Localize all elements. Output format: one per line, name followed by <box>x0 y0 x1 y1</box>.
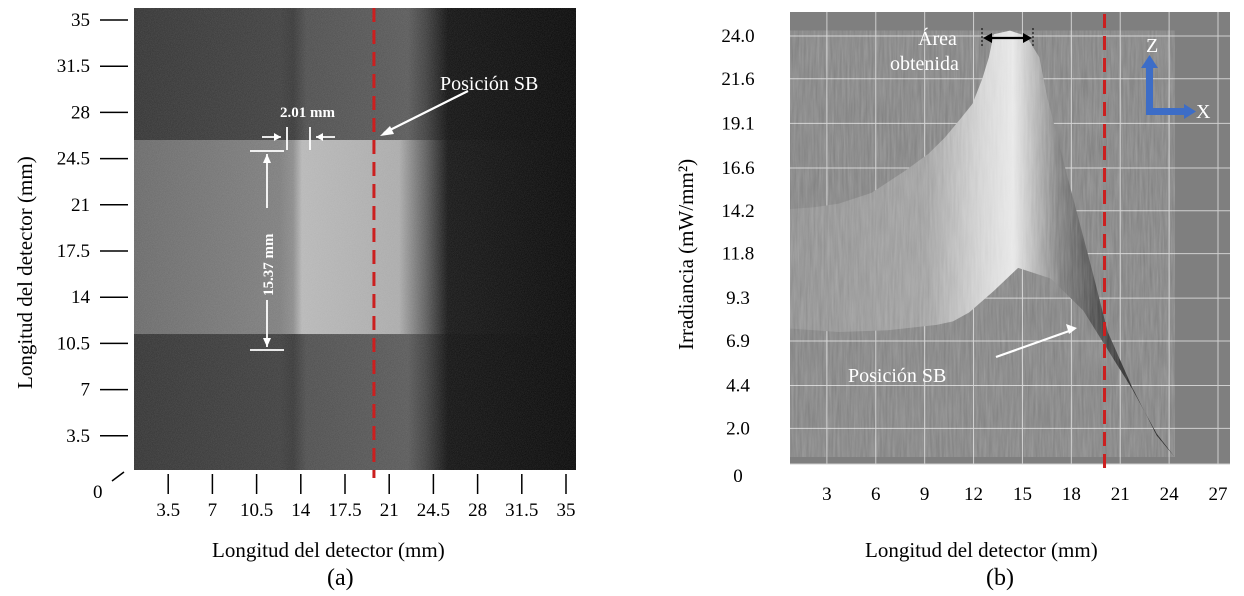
x-tick-label-a: 35 <box>557 500 576 521</box>
x-axis-label-b: Longitud del detector (mm) <box>865 538 1098 562</box>
area-label-line2: obtenida <box>890 53 959 75</box>
sb-label-b: Posición SB <box>848 365 946 387</box>
annotation-15mm-label: 15.37 mm <box>261 233 277 296</box>
y-tick-label-b: 16.6 <box>721 158 754 179</box>
heatmap-noise <box>134 8 576 470</box>
panel-label-a: (a) <box>327 565 354 591</box>
origin-tick <box>111 471 125 482</box>
y-tick-label-a: 28 <box>71 102 90 123</box>
x-tick-label-b: 21 <box>1111 484 1130 505</box>
panel-a: 35 31.5 28 24.5 21 17.5 14 10.5 7 3.5 3.5 7 10.5 14 1… <box>13 8 576 591</box>
x-tick-label-a: 21 <box>380 500 399 521</box>
x-tick-label-a: 17.5 <box>328 500 361 521</box>
y-tick-label-b: 19.1 <box>721 113 754 134</box>
y-tick-label-b: 11.8 <box>722 244 755 265</box>
y-tick-label-a: 14 <box>71 287 91 308</box>
x-axis-label-a: Longitud del detector (mm) <box>212 538 445 562</box>
x-tick-label-a: 31.5 <box>505 500 538 521</box>
sb-label-a: Posición SB <box>440 73 538 95</box>
x-tick-label-a: 3.5 <box>156 500 180 521</box>
x-tick-label-b: 24 <box>1160 484 1180 505</box>
y-tick-label-b: 2.0 <box>726 418 750 439</box>
y-tick-label-b: 24.0 <box>721 26 754 47</box>
y-axis-label-a: Longitud del detector (mm) <box>13 156 37 389</box>
y-tick-label-a: 7 <box>81 380 91 401</box>
annotation-15mm <box>250 150 284 351</box>
sb-arrow-a <box>380 90 469 136</box>
x-tick-label-a: 14 <box>291 500 311 521</box>
annotation-2mm-label: 2.01 mm <box>280 105 335 121</box>
y-axis-label-b: Irradiancia (mW/mm²) <box>674 159 698 350</box>
axes-icon-z: Z <box>1146 35 1158 57</box>
axes-icon <box>1141 55 1196 119</box>
x-axis-ticks-b: 3 6 9 12 15 18 21 24 27 <box>822 484 1227 505</box>
panel-label-b: (b) <box>986 565 1014 591</box>
x-axis-ticks-a: 3.5 7 10.5 14 17.5 21 24.5 28 31.5 35 <box>156 474 576 521</box>
y-tick-label-b: 21.6 <box>721 69 754 90</box>
x-tick-label-a: 10.5 <box>240 500 273 521</box>
axes-icon-x: X <box>1196 101 1211 123</box>
x-tick-label-a: 7 <box>208 500 218 521</box>
y-tick-label-a: 24.5 <box>57 149 90 170</box>
y-tick-label-a: 10.5 <box>57 333 90 354</box>
area-annotation <box>981 28 1034 48</box>
y-tick-label-a: 3.5 <box>66 426 90 447</box>
y-tick-label-b: 4.4 <box>726 376 750 397</box>
x-tick-label-b: 27 <box>1209 484 1228 505</box>
y-tick-label-b: 14.2 <box>721 201 754 222</box>
y-tick-label-a: 21 <box>71 195 90 216</box>
annotation-2mm <box>262 127 335 150</box>
y-tick-label-a: 35 <box>71 10 90 31</box>
y-axis-ticks-a: 35 31.5 28 24.5 21 17.5 14 10.5 7 3.5 <box>57 10 128 447</box>
y-axis-ticks-b: 24.0 21.6 19.1 16.6 14.2 11.8 9.3 6.9 4.4 2.0 0 <box>721 26 754 487</box>
y-tick-label-a: 31.5 <box>57 56 90 77</box>
x-tick-label-b: 18 <box>1062 484 1081 505</box>
y-tick-label-a: 17.5 <box>57 241 90 262</box>
y-tick-label-b: 9.3 <box>726 288 750 309</box>
area-label-line1: Área <box>918 27 957 50</box>
sb-arrow-b <box>995 324 1077 359</box>
y-tick-label-b: 0 <box>733 466 743 487</box>
x-tick-label-b: 15 <box>1013 484 1032 505</box>
origin-label: 0 <box>93 482 103 503</box>
x-tick-label-b: 9 <box>920 484 930 505</box>
x-tick-label-a: 28 <box>468 500 487 521</box>
x-tick-label-b: 12 <box>964 484 983 505</box>
y-tick-label-b: 6.9 <box>726 331 750 352</box>
panel-b: 24.0 21.6 19.1 16.6 14.2 11.8 9.3 6.9 4.4 2.0 0 3 6… <box>674 12 1230 591</box>
surface-texture <box>790 30 1175 457</box>
x-tick-label-a: 24.5 <box>417 500 450 521</box>
x-tick-label-b: 3 <box>822 484 832 505</box>
x-tick-label-b: 6 <box>871 484 881 505</box>
